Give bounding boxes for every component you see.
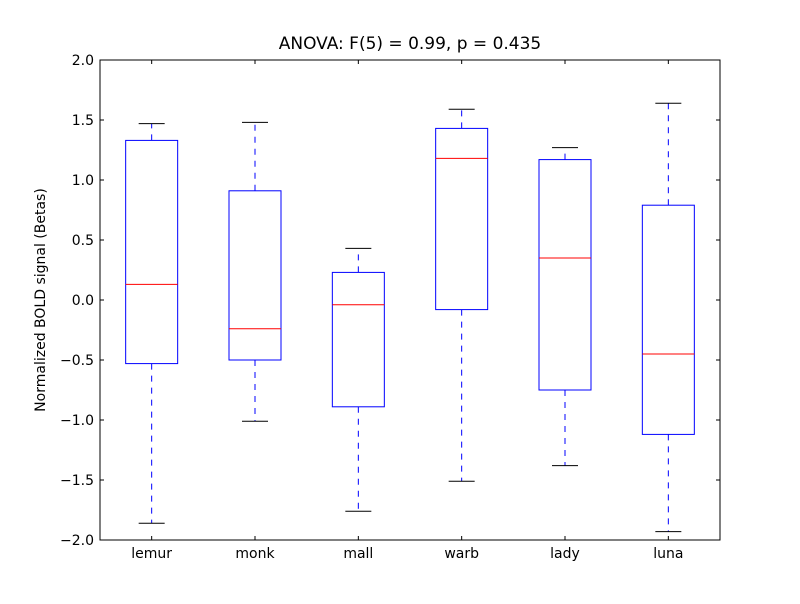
x-tick-label: lady (550, 546, 580, 562)
box-lemur (125, 123, 179, 524)
x-tick-label: monk (235, 546, 275, 562)
chart-title: ANOVA: F(5) = 0.99, p = 0.435 (279, 34, 542, 54)
y-tick-label: −2.0 (60, 533, 94, 549)
y-tick-label: −1.5 (60, 473, 94, 489)
box-warb (435, 108, 489, 482)
x-tick-label: lemur (131, 546, 172, 562)
y-tick-label: 0.0 (72, 293, 94, 309)
x-tick-label: warb (444, 546, 479, 562)
x-tick-label: mall (343, 546, 373, 562)
iqr-box (435, 127, 489, 311)
y-axis-label: Normalized BOLD signal (Betas) (33, 188, 49, 412)
x-tick-label: luna (653, 546, 683, 562)
iqr-box (125, 139, 179, 365)
plot-frame (99, 59, 721, 541)
box-luna (641, 102, 695, 533)
y-tick-label: 0.5 (72, 233, 94, 249)
y-tick-label: 2.0 (72, 53, 94, 69)
y-tick-label: −1.0 (60, 413, 94, 429)
iqr-box (538, 159, 592, 391)
box-monk (228, 121, 282, 422)
y-tick-label: 1.0 (72, 173, 94, 189)
box-lady (538, 147, 592, 467)
iqr-box (331, 271, 385, 408)
y-tick-label: 1.5 (72, 113, 94, 129)
iqr-box (228, 190, 282, 361)
iqr-box (641, 204, 695, 435)
y-tick-label: −0.5 (60, 353, 94, 369)
box-mall (331, 247, 385, 512)
